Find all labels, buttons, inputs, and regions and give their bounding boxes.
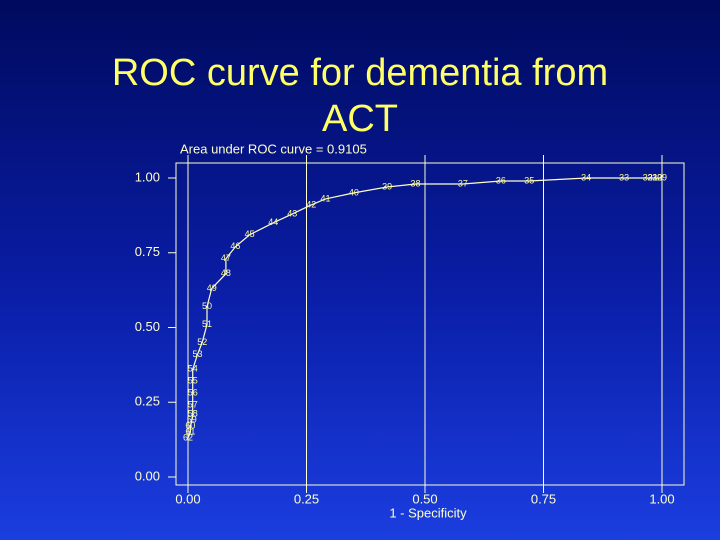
point-label: 42 bbox=[306, 199, 316, 209]
point-label: 45 bbox=[245, 229, 255, 239]
point-label: 48 bbox=[221, 268, 231, 278]
point-label: 61 bbox=[185, 427, 195, 437]
point-label: 53 bbox=[192, 349, 202, 359]
point-label: 52 bbox=[197, 337, 207, 347]
plot-frame bbox=[175, 162, 685, 486]
point-label: 47 bbox=[221, 253, 231, 263]
point-label: 32 bbox=[643, 172, 653, 182]
point-label: 35 bbox=[524, 175, 534, 185]
point-label: 50 bbox=[202, 301, 212, 311]
y-tick-label: 0.50 bbox=[135, 319, 160, 334]
x-tick-label: 0.00 bbox=[175, 491, 200, 506]
x-tick-label: 0.50 bbox=[412, 491, 437, 506]
point-label: 57 bbox=[188, 400, 198, 410]
point-label: 59 bbox=[187, 415, 197, 425]
point-label: 37 bbox=[458, 178, 468, 188]
point-label: 41 bbox=[320, 193, 330, 203]
y-tick-label: 0.25 bbox=[135, 394, 160, 409]
point-label: 34 bbox=[581, 172, 591, 182]
point-label: 31 bbox=[648, 172, 658, 182]
point-label: 54 bbox=[188, 364, 198, 374]
point-label: 62 bbox=[183, 433, 193, 443]
point-label: 29 bbox=[657, 172, 667, 182]
roc-line bbox=[187, 177, 662, 439]
y-tick-label: 0.75 bbox=[135, 244, 160, 259]
point-label: 56 bbox=[188, 388, 198, 398]
x-axis-label: 1 - Specificity bbox=[389, 505, 467, 520]
point-label: 44 bbox=[268, 217, 278, 227]
point-label: 39 bbox=[382, 181, 392, 191]
x-tick-label: 0.75 bbox=[531, 491, 556, 506]
y-tick-label: 1.00 bbox=[135, 169, 160, 184]
point-label: 46 bbox=[230, 241, 240, 251]
y-tick-label: 0.00 bbox=[135, 468, 160, 483]
point-label: 49 bbox=[207, 283, 217, 293]
chart-title: ROC curve for dementia from ACT bbox=[111, 52, 609, 140]
point-label: 38 bbox=[411, 178, 421, 188]
point-label: 51 bbox=[202, 319, 212, 329]
point-label: 43 bbox=[287, 208, 297, 218]
point-label: 33 bbox=[619, 172, 629, 182]
chart-subtitle: Area under ROC curve = 0.9105 bbox=[180, 141, 367, 156]
point-label: 55 bbox=[188, 376, 198, 386]
x-tick-label: 1.00 bbox=[649, 491, 674, 506]
point-label: 40 bbox=[349, 187, 359, 197]
point-label: 60 bbox=[185, 421, 195, 431]
point-label: 30 bbox=[652, 172, 662, 182]
point-label: 36 bbox=[496, 175, 506, 185]
point-label: 58 bbox=[188, 409, 198, 419]
x-tick-label: 0.25 bbox=[294, 491, 319, 506]
